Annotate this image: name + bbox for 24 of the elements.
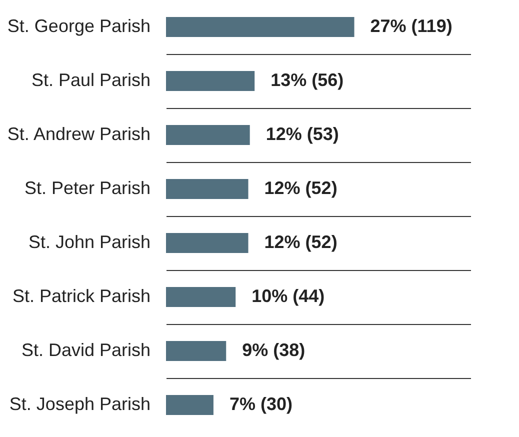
data-label: 13% (56) [270, 70, 344, 90]
y-tick-label: St. George Parish [7, 16, 150, 36]
data-label: 27% (119) [370, 16, 452, 36]
bar [166, 125, 250, 145]
data-label: 7% (30) [229, 394, 292, 414]
data-label: 12% (52) [264, 232, 338, 252]
bar [166, 341, 226, 361]
y-tick-label: St. Andrew Parish [7, 124, 150, 144]
bar [166, 233, 248, 253]
data-label: 10% (44) [252, 286, 325, 306]
bar [166, 287, 236, 307]
bar [166, 71, 255, 91]
bar [166, 179, 248, 199]
y-tick-label: St. Joseph Parish [9, 394, 150, 414]
y-tick-label: St. Paul Parish [31, 70, 150, 90]
y-tick-label: St. John Parish [28, 232, 150, 252]
data-label: 12% (53) [266, 124, 339, 144]
data-label: 9% (38) [242, 340, 306, 360]
bar [166, 17, 354, 37]
bar [166, 395, 214, 415]
y-tick-label: St. Patrick Parish [12, 286, 150, 306]
y-tick-label: St. Peter Parish [24, 178, 150, 198]
y-tick-label: St. David Parish [21, 340, 150, 360]
data-label: 12% (52) [264, 178, 338, 198]
